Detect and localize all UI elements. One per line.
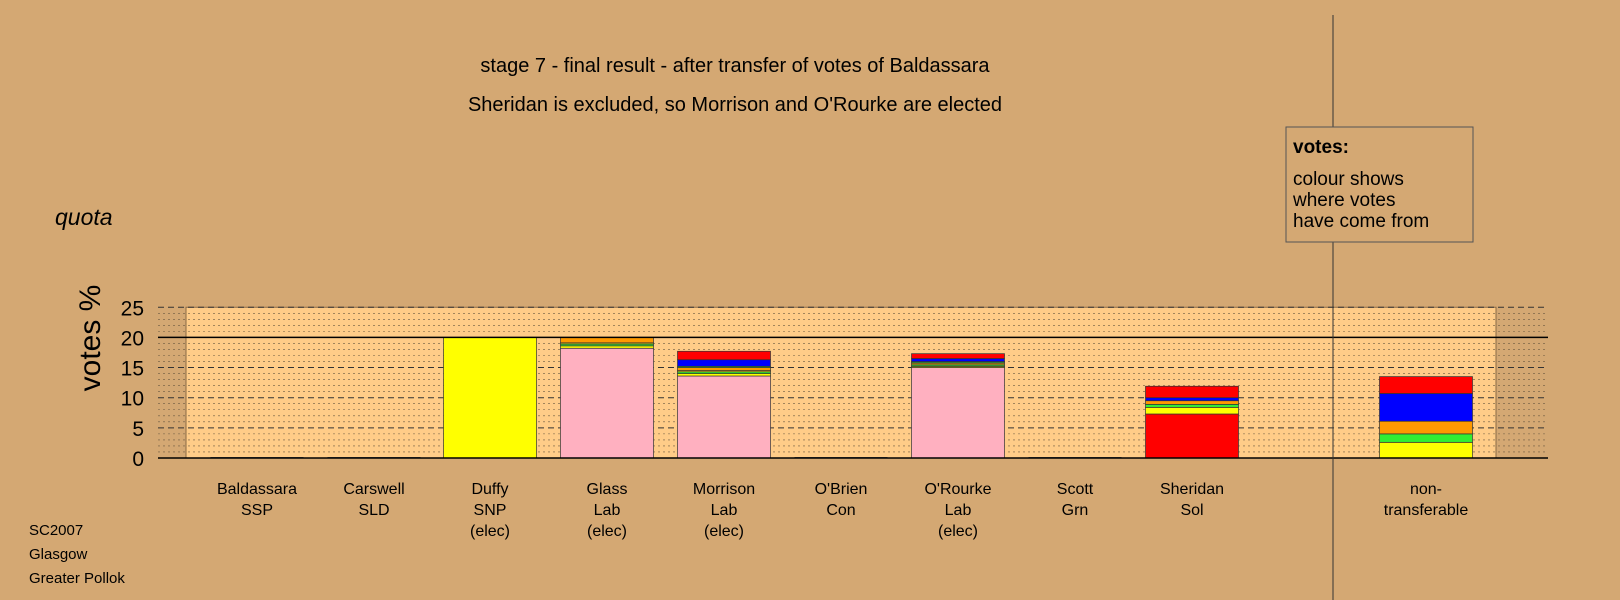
legend-title: votes:: [1293, 137, 1349, 158]
bar-segment: [1379, 376, 1473, 394]
category-label: (elec): [938, 523, 978, 540]
bar-segment: [677, 350, 771, 361]
bar-segment: [1379, 393, 1473, 422]
category-label: Glass: [587, 481, 628, 498]
bar-segment: [677, 373, 771, 377]
category-label: SLD: [358, 502, 389, 519]
category-label: Lab: [711, 502, 738, 519]
category-label: (elec): [587, 523, 627, 540]
bar-segment: [560, 347, 654, 459]
election-label: SC2007: [29, 522, 84, 539]
chart-title: stage 7 - final result - after transfer …: [480, 55, 990, 77]
y-axis-label: votes %: [74, 285, 107, 392]
category-label: Baldassara: [217, 481, 297, 498]
category-label: SNP: [474, 502, 507, 519]
bar-segment: [1379, 420, 1473, 435]
legend-line: have come from: [1293, 211, 1429, 232]
category-labels: Baldassara SSP Carswell SLD Duffy SNP (elec) Gl…: [217, 481, 1468, 540]
category-label: Sol: [1180, 502, 1203, 519]
chart-subtitle: Sheridan is excluded, so Morrison and O'…: [468, 94, 1002, 116]
plot-area: [185, 306, 1497, 459]
bar-segment: [677, 359, 771, 367]
y-tick-label: 5: [132, 418, 144, 441]
bar-segment: [1145, 385, 1239, 399]
category-label: Morrison: [693, 481, 755, 498]
bar-segment: [911, 353, 1005, 359]
y-tick-label: 0: [132, 448, 144, 471]
category-label: Lab: [594, 502, 621, 519]
bar-segment: [911, 358, 1005, 362]
y-tick-label: 20: [121, 327, 144, 350]
category-label: O'Brien: [815, 481, 868, 498]
category-label: Carswell: [343, 481, 404, 498]
category-label: non-: [1410, 481, 1442, 498]
quota-label: quota: [55, 204, 113, 230]
category-label: transferable: [1384, 502, 1469, 519]
category-label: Lab: [945, 502, 972, 519]
category-label: O'Rourke: [924, 481, 991, 498]
y-tick-label: 10: [121, 388, 144, 411]
bar-segment: [443, 337, 537, 459]
bar-segment: [1145, 413, 1239, 459]
category-label: Sheridan: [1160, 481, 1224, 498]
city-label: Glasgow: [29, 546, 88, 563]
category-label: SSP: [241, 502, 273, 519]
bar-segment: [1145, 397, 1239, 402]
bar-segment: [911, 367, 1005, 459]
bar-segment: [560, 345, 654, 349]
category-label: Con: [826, 502, 855, 519]
y-tick-label: 25: [121, 297, 144, 320]
category-label: (elec): [704, 523, 744, 540]
legend: votes: colour shows where votes have com…: [1285, 126, 1474, 243]
bar-segment: [677, 367, 771, 371]
category-label: Scott: [1057, 481, 1094, 498]
category-label: Duffy: [471, 481, 508, 498]
bar-segment: [1145, 406, 1239, 415]
plot-background: [185, 306, 1497, 459]
bar-segment: [560, 337, 654, 344]
legend-line: colour shows: [1293, 169, 1404, 190]
bar-segment: [1379, 441, 1473, 459]
category-label: (elec): [470, 523, 510, 540]
ward-label: Greater Pollok: [29, 570, 125, 587]
legend-box: [1285, 126, 1474, 243]
bars: [210, 337, 1473, 459]
y-tick-label: 15: [121, 358, 144, 381]
bar-segment: [1379, 433, 1473, 443]
bar-segment: [677, 375, 771, 459]
grid-lines: [158, 306, 1548, 453]
category-label: Grn: [1062, 502, 1089, 519]
bar-segment: [1145, 403, 1239, 408]
bar-segment: [1145, 400, 1239, 405]
axes: 0 5 10 15 20 25: [121, 15, 1548, 600]
legend-line: where votes: [1292, 190, 1395, 211]
